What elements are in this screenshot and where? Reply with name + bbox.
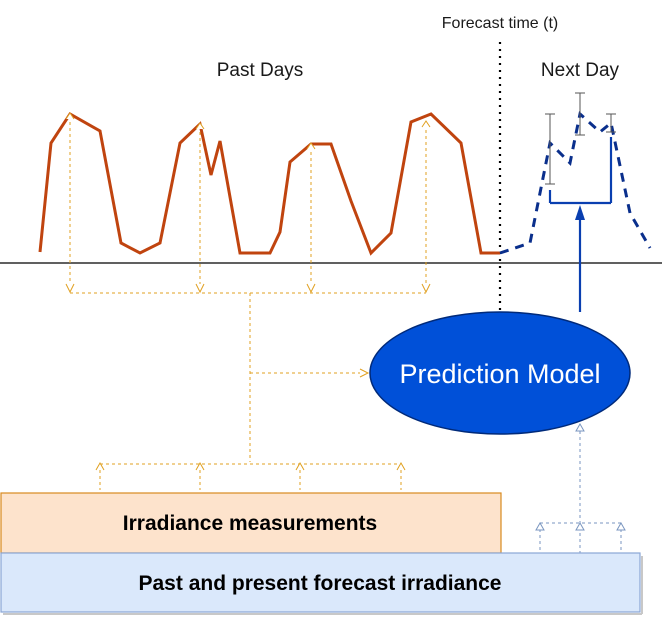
irradiance-measurements-box: Irradiance measurements xyxy=(0,492,503,556)
model-output-arrow xyxy=(575,205,585,312)
forecast-irradiance-box: Past and present forecast irradiance xyxy=(0,552,643,615)
past-sampling-arrowheads xyxy=(65,112,431,471)
forecast-time-label: Forecast time (t) xyxy=(442,15,558,32)
forecast-input-arrowheads xyxy=(535,422,626,531)
forecast-output-bracket xyxy=(548,137,613,205)
next-day-label: Next Day xyxy=(541,60,620,81)
irradiance-measurements-label: Irradiance measurements xyxy=(123,512,377,535)
measured-irradiance-series xyxy=(38,112,500,256)
past-days-label: Past Days xyxy=(217,60,304,81)
forecast-error-bars xyxy=(545,92,616,185)
forecast-input-connectors xyxy=(539,425,622,553)
prediction-model-label: Prediction Model xyxy=(399,359,600,389)
forecast-irradiance-label: Past and present forecast irradiance xyxy=(139,572,502,595)
prediction-model-node: Prediction Model xyxy=(369,311,631,435)
past-sampling-connectors xyxy=(69,116,427,490)
